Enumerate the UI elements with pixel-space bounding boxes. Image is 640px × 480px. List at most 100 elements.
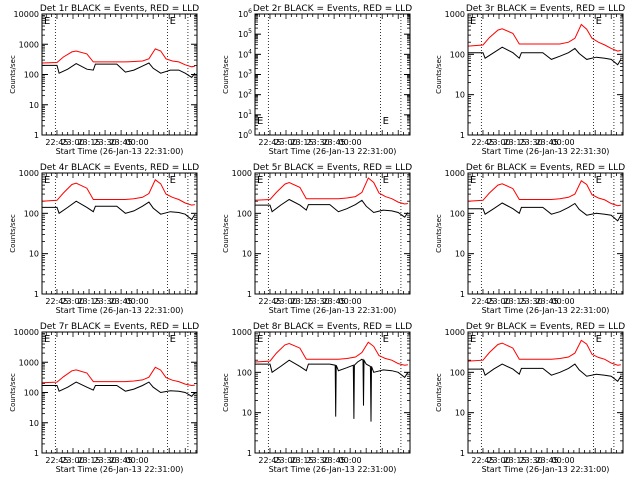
e-marker-label: E [170,16,176,27]
x-axis-label: Start Time (26-Jan-13 22:31:00) [482,306,610,315]
y-tick-label: 1 [247,449,252,458]
x-tick-label: 23:00 [61,297,84,306]
y-tick-label: 10 [242,409,252,418]
y-tick-label: 102 [238,89,252,100]
x-axis-label: Start Time (26-Jan-13 22:31:00) [56,465,184,474]
x-tick-label: 23:00 [487,456,510,465]
x-tick-label: 23:30 [94,297,117,306]
x-tick-label: 23:00 [487,138,510,147]
e-marker-label: E [383,175,389,186]
series-lld [41,48,196,68]
x-tick-label: 22:45 [45,297,68,306]
panel-det-2r: Det 2r BLACK = Events, RED = LLD 100 101 10… [222,4,412,156]
x-tick-label: 23:00 [274,297,297,306]
x-tick-label: 00:00 [552,138,575,147]
y-tick-label: 1000 [445,169,465,178]
x-tick-label: 23:00 [61,138,84,147]
x-tick-label: 22:45 [471,138,494,147]
x-axis-label: Start Time (26-Jan-13 22:31:00) [56,306,184,315]
y-tick-label: 1000 [19,169,39,178]
e-marker-label: E [44,334,50,345]
panel-title: Det 9r BLACK = Events, RED = LLD [466,322,625,332]
series-events [468,46,622,66]
plot-frame [254,172,411,295]
x-tick-label: 00:00 [339,456,362,465]
panel-title: Det 4r BLACK = Events, RED = LLD [40,163,199,173]
x-tick-label: 23:30 [307,456,330,465]
x-tick-label: 23:15 [78,138,101,147]
e-marker-label: E [596,175,602,186]
x-tick-label: 23:30 [520,297,543,306]
x-tick-label: 23:15 [78,297,101,306]
y-tick-label: 1000 [19,358,39,367]
e-marker-label: E [470,334,476,345]
y-tick-label: 1000 [232,169,252,178]
y-tick-label: 100 [24,209,39,218]
y-tick-label: 1 [460,449,465,458]
e-marker-label: E [170,334,176,345]
e-marker-label: E [596,16,602,27]
y-tick-label: 100 [450,368,465,377]
y-axis-label: Counts/sec [222,214,230,253]
series-lld [254,177,408,205]
panel-det-5r: Det 5r BLACK = Events, RED = LLD 1 10 100 10… [222,163,412,315]
x-tick-label: 23:30 [307,297,330,306]
x-tick-label: 00:00 [126,138,149,147]
y-tick-label: 1 [460,131,465,140]
x-tick-label: 23:45 [536,456,559,465]
e-marker-label: E [470,175,476,186]
x-axis-label: Start Time (26-Jan-13 22:31:00) [482,465,610,474]
y-tick-label: 104 [238,48,252,59]
y-tick-label: 1000 [19,40,39,49]
x-tick-label: 23:45 [110,138,133,147]
x-tick-label: 23:15 [291,138,314,147]
y-tick-label: 10000 [14,10,39,19]
y-tick-label: 10 [29,419,39,428]
panel-title: Det 5r BLACK = Events, RED = LLD [253,163,412,173]
panel-title: Det 8r BLACK = Events, RED = LLD [253,322,412,332]
x-tick-label: 23:15 [291,297,314,306]
x-axis-label: Start Time (26-Jan-13 22:31:30) [482,147,610,156]
y-axis-label: Counts/sec [222,55,230,94]
series-events [42,62,196,79]
x-tick-label: 23:00 [61,456,84,465]
e-marker-label: E [383,116,389,127]
plot-frame [41,13,198,136]
x-tick-label: 23:00 [274,138,297,147]
x-axis-label: Start Time (26-Jan-13 22:31:00) [56,147,184,156]
e-marker-label: E [170,175,176,186]
x-tick-label: 23:15 [504,456,527,465]
series-lld [467,23,622,52]
x-tick-label: 23:45 [536,138,559,147]
y-tick-label: 100 [237,209,252,218]
y-tick-label: 10 [455,409,465,418]
x-tick-label: 22:45 [258,456,281,465]
y-tick-label: 100 [450,209,465,218]
x-tick-label: 22:45 [45,138,68,147]
series-events [255,358,409,422]
y-tick-label: 100 [24,71,39,80]
y-tick-label: 1 [247,290,252,299]
x-tick-label: 23:30 [94,456,117,465]
e-marker-label: E [383,334,389,345]
y-axis-label: Counts/sec [9,373,17,412]
y-tick-label: 10 [455,91,465,100]
y-tick-label: 1 [34,290,39,299]
panel-title: Det 3r BLACK = Events, RED = LLD [466,4,625,14]
panel-det-3r: Det 3r BLACK = Events, RED = LLD 1 10 100 10… [435,4,625,156]
y-axis-label: Counts/sec [9,55,17,94]
e-marker-label: E [44,16,50,27]
y-tick-label: 1000 [445,10,465,19]
panel-title: Det 2r BLACK = Events, RED = LLD [253,4,412,14]
x-tick-label: 00:00 [126,456,149,465]
x-tick-label: 23:30 [94,138,117,147]
series-events [468,363,622,383]
series-events [255,198,409,218]
y-tick-label: 10 [455,250,465,259]
panel-title: Det 6r BLACK = Events, RED = LLD [466,163,625,173]
series-lld [467,180,621,207]
series-lld [41,366,195,387]
x-tick-label: 23:45 [323,138,346,147]
plot-frame [41,172,198,295]
series-lld [254,341,408,366]
